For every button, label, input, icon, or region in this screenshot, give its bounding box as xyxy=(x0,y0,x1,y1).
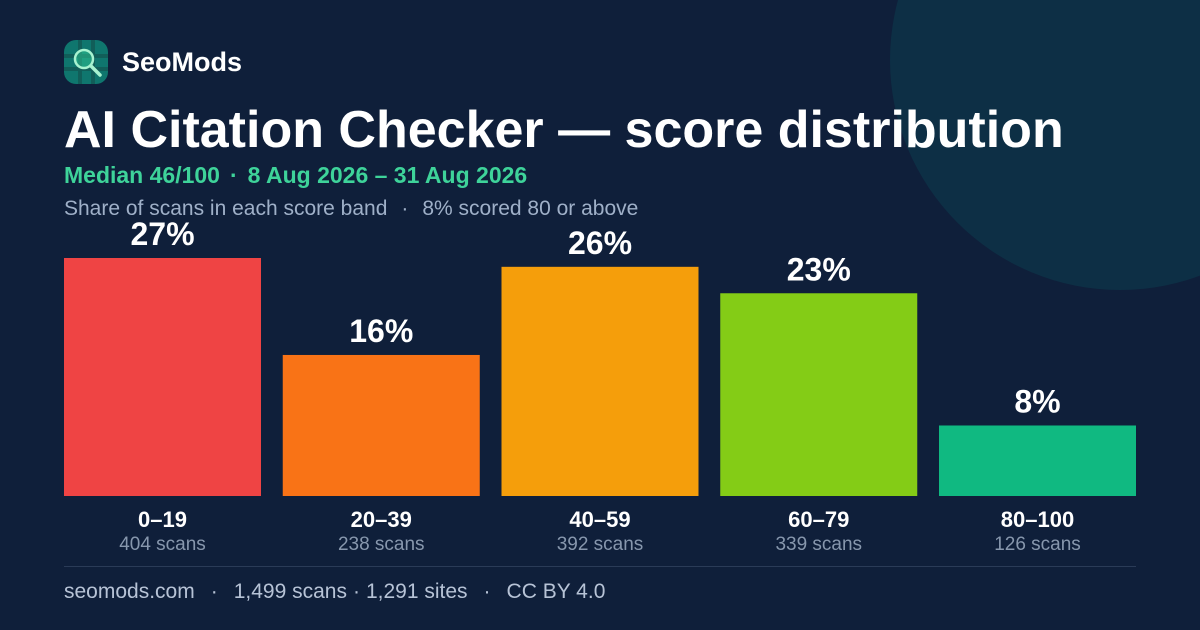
category-label: 60–79 xyxy=(788,507,849,532)
page-title: AI Citation Checker — score distribution xyxy=(64,101,1064,159)
category-label: 40–59 xyxy=(569,507,630,532)
chart-subtitle: Share of scans in each score band xyxy=(64,197,388,220)
date-range: 8 Aug 2026 – 31 Aug 2026 xyxy=(247,162,528,188)
footer-separator: · xyxy=(352,580,360,603)
footer-separator: · xyxy=(210,580,218,603)
footer-license[interactable]: CC BY 4.0 xyxy=(506,580,606,603)
magnifier-grid-icon xyxy=(64,40,108,84)
footer-site-link[interactable]: seomods.com xyxy=(64,580,195,603)
bar xyxy=(939,425,1136,496)
bar-value-label: 16% xyxy=(349,313,413,349)
bar-value-label: 23% xyxy=(787,251,851,287)
scan-count-label: 238 scans xyxy=(338,534,425,555)
category-label: 20–39 xyxy=(351,507,412,532)
bar-value-label: 26% xyxy=(568,225,632,261)
scan-count-label: 404 scans xyxy=(119,534,206,555)
bar xyxy=(720,293,918,496)
median-value: Median 46/100 xyxy=(64,162,220,188)
bar xyxy=(282,354,480,496)
bar xyxy=(501,266,699,496)
meta-line: Median 46/100 · 8 Aug 2026 – 31 Aug 2026 xyxy=(64,160,527,190)
chart-subnote: 8% scored 80 or above xyxy=(422,197,639,220)
footer-divider xyxy=(64,566,1136,567)
footer-scans: 1,499 scans xyxy=(233,580,347,603)
subtitle-separator: · xyxy=(401,197,409,220)
meta-separator: · xyxy=(229,162,238,188)
bar-value-label: 27% xyxy=(130,216,194,252)
scan-count-label: 392 scans xyxy=(557,534,644,555)
scan-count-label: 126 scans xyxy=(994,534,1081,555)
footer-separator: · xyxy=(483,580,491,603)
bar xyxy=(64,258,261,496)
footer-sites: 1,291 sites xyxy=(365,580,468,603)
bar-value-label: 8% xyxy=(1014,383,1060,419)
footer: seomods.com · 1,499 scans · 1,291 sites · CC B… xyxy=(64,578,605,606)
subtitle-line: Share of scans in each score band · 8% sco… xyxy=(64,195,638,223)
scan-count-label: 339 scans xyxy=(775,534,862,555)
category-label: 0–19 xyxy=(138,507,187,532)
brand[interactable]: SeoMods xyxy=(64,40,242,84)
brand-name: SeoMods xyxy=(122,46,243,77)
category-label: 80–100 xyxy=(1001,507,1074,532)
